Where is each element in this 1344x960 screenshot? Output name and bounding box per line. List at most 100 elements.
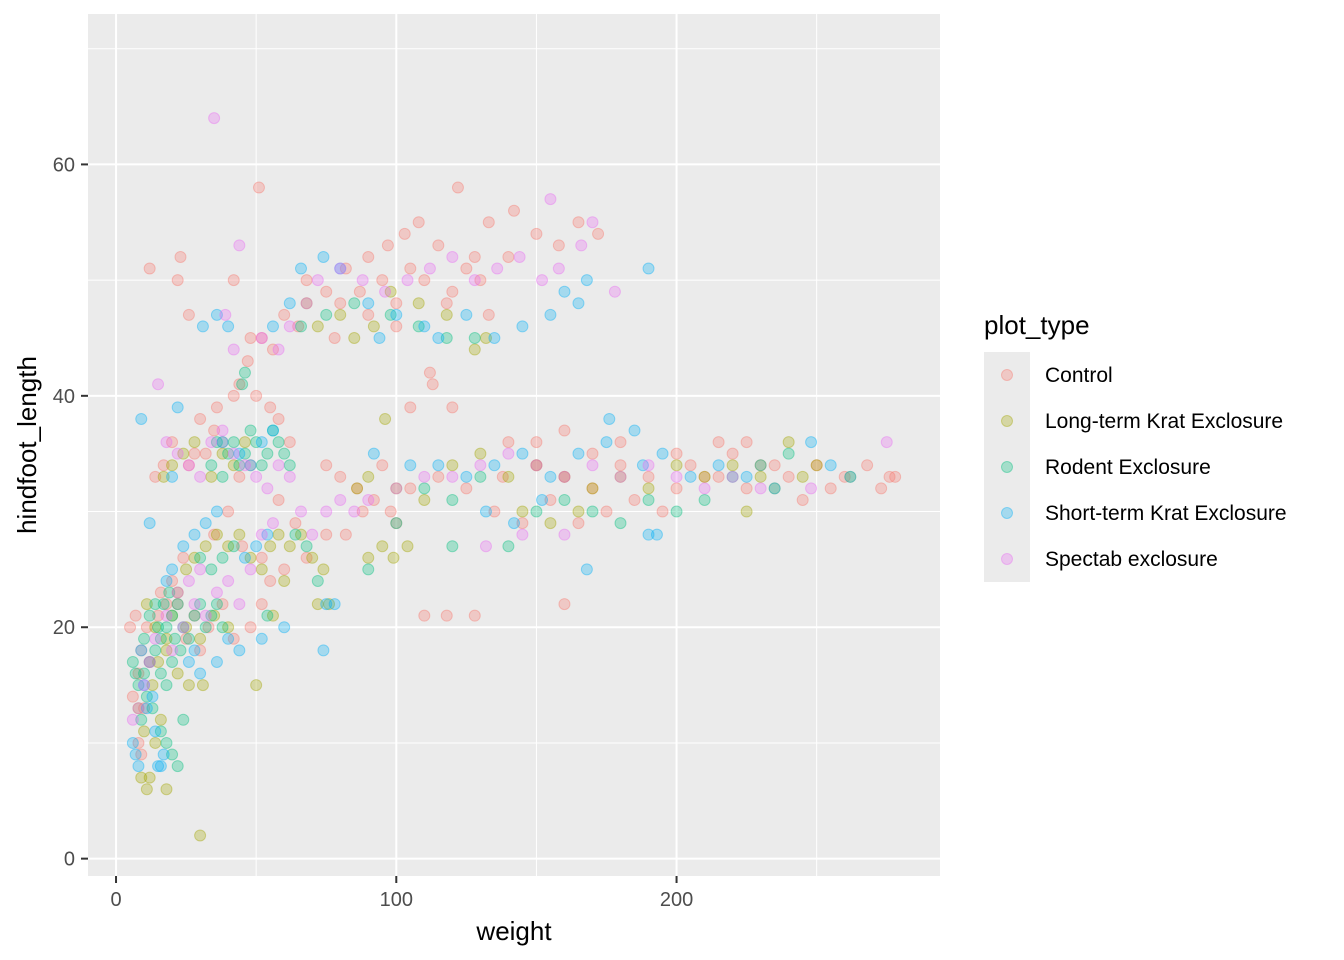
data-point <box>188 447 201 460</box>
data-point <box>278 563 291 576</box>
data-point <box>196 679 209 692</box>
data-point <box>266 424 279 437</box>
data-point <box>684 470 697 483</box>
data-point <box>311 274 324 287</box>
data-point <box>266 609 279 622</box>
data-point <box>844 470 857 483</box>
data-point <box>320 505 333 518</box>
data-point <box>861 459 874 472</box>
data-point <box>488 459 501 472</box>
data-point <box>628 493 641 506</box>
legend-keys-background <box>984 352 1030 582</box>
data-point <box>202 621 215 634</box>
data-point <box>255 331 268 344</box>
data-point <box>132 760 145 773</box>
data-point <box>311 598 324 611</box>
data-point <box>168 632 181 645</box>
data-point <box>460 470 473 483</box>
data-point <box>572 505 585 518</box>
data-point <box>516 528 529 541</box>
data-point <box>171 598 184 611</box>
data-point <box>171 586 184 599</box>
data-point <box>530 436 543 449</box>
data-point <box>390 517 403 530</box>
data-point <box>222 447 235 460</box>
data-point <box>883 470 896 483</box>
data-point <box>244 331 257 344</box>
legend-key <box>1001 369 1013 381</box>
data-point <box>328 331 341 344</box>
data-point <box>188 551 201 564</box>
data-point <box>502 447 515 460</box>
data-point <box>482 308 495 321</box>
data-point <box>129 667 142 680</box>
data-point <box>418 493 431 506</box>
data-point <box>157 598 170 611</box>
data-point <box>264 401 277 414</box>
data-point <box>255 563 268 576</box>
data-point <box>740 470 753 483</box>
data-point <box>233 644 246 657</box>
data-point <box>227 343 240 356</box>
data-point <box>698 493 711 506</box>
data-point <box>261 482 274 495</box>
data-point <box>474 459 487 472</box>
data-point <box>558 424 571 437</box>
data-point <box>138 679 151 692</box>
data-point <box>726 470 739 483</box>
data-point <box>726 470 739 483</box>
data-point <box>138 725 151 738</box>
data-point <box>194 598 207 611</box>
data-point <box>390 517 403 530</box>
data-point <box>323 598 336 611</box>
data-point <box>482 216 495 229</box>
data-point <box>250 389 263 402</box>
data-point <box>132 702 145 715</box>
data-point <box>143 517 156 530</box>
data-point <box>295 528 307 541</box>
data-point <box>496 470 509 483</box>
data-point <box>474 470 487 483</box>
data-point <box>208 424 221 437</box>
data-point <box>199 540 212 553</box>
data-point <box>558 285 571 298</box>
data-point <box>171 447 184 460</box>
data-point <box>199 609 212 622</box>
data-point <box>182 655 195 668</box>
legend-label: Spectab exclosure <box>1045 548 1218 571</box>
data-point <box>418 470 431 483</box>
data-point <box>222 540 235 553</box>
data-point <box>432 331 445 344</box>
data-point <box>446 470 459 483</box>
data-point <box>698 470 711 483</box>
data-point <box>182 632 195 645</box>
data-point <box>838 470 851 483</box>
data-point <box>530 505 543 518</box>
data-point <box>135 644 148 657</box>
data-point <box>468 274 481 287</box>
y-tick-label: 0 <box>64 849 75 871</box>
data-point <box>440 297 453 310</box>
data-point <box>188 644 201 657</box>
data-point <box>261 528 274 541</box>
data-point <box>544 193 557 206</box>
data-point <box>205 609 218 622</box>
data-point <box>166 436 179 449</box>
data-point <box>222 505 235 518</box>
data-point <box>233 378 246 391</box>
data-point <box>432 239 445 252</box>
series-rodent-exclosure <box>126 297 795 773</box>
data-point <box>283 320 296 333</box>
data-point <box>160 621 173 634</box>
data-point <box>491 262 504 275</box>
legend-key <box>1001 553 1013 565</box>
data-point <box>180 621 193 634</box>
data-point <box>222 632 235 645</box>
data-point <box>140 598 153 611</box>
data-point <box>199 517 212 530</box>
data-point <box>558 493 571 506</box>
data-point <box>129 748 142 761</box>
data-point <box>712 470 725 483</box>
series-spectab-exclosure <box>126 112 893 726</box>
